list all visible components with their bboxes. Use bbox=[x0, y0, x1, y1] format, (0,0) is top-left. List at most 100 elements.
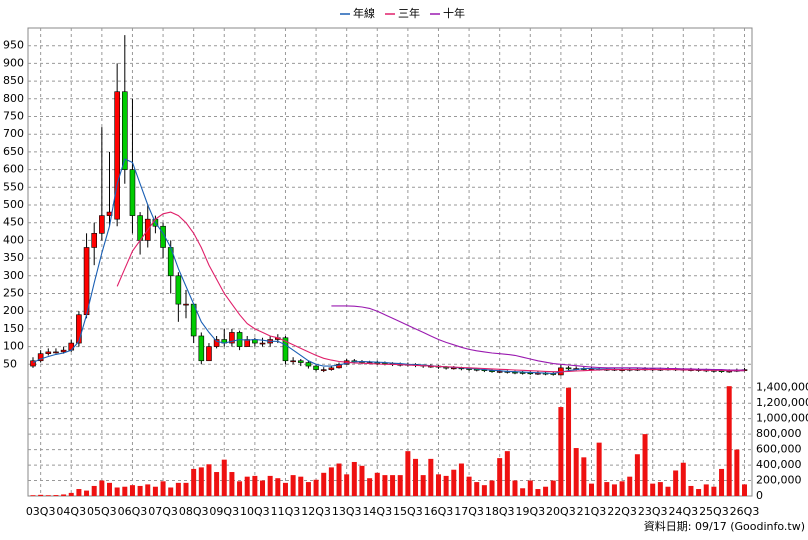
x-tick-label: 23Q3 bbox=[638, 505, 668, 518]
y2-tick-label: 800,000 bbox=[756, 427, 802, 440]
volume-bar bbox=[229, 472, 235, 496]
y-tick-label: 650 bbox=[3, 145, 24, 158]
y-tick-label: 450 bbox=[3, 216, 24, 229]
y2-tick-label: 0 bbox=[756, 489, 763, 502]
volume-bar bbox=[275, 478, 281, 496]
volume-bar bbox=[290, 475, 296, 496]
x-tick-label: 05Q3 bbox=[87, 505, 117, 518]
volume-bar bbox=[382, 475, 388, 496]
candle-body bbox=[30, 360, 36, 367]
x-tick-label: 15Q3 bbox=[393, 505, 423, 518]
volume-bar bbox=[198, 467, 204, 496]
x-tick-label: 21Q3 bbox=[577, 505, 607, 518]
candle-body bbox=[244, 339, 251, 347]
candle-body bbox=[297, 360, 304, 363]
legend-label: 年線 bbox=[353, 6, 375, 20]
candle-body bbox=[320, 369, 327, 371]
y-tick-label: 300 bbox=[3, 269, 24, 282]
volume-bar bbox=[634, 454, 640, 496]
volume-bar bbox=[527, 480, 533, 496]
volume-bar bbox=[742, 484, 747, 496]
volume-bar bbox=[413, 458, 419, 496]
volume-bar bbox=[221, 459, 227, 496]
x-tick-label: 14Q3 bbox=[362, 505, 392, 518]
candle-body bbox=[76, 314, 82, 344]
candle-body bbox=[37, 353, 44, 362]
candle-body bbox=[229, 332, 235, 344]
y2-tick-label: 400,000 bbox=[756, 458, 802, 471]
volume-bar bbox=[252, 475, 258, 496]
volume-bar bbox=[665, 486, 671, 496]
y-tick-label: 400 bbox=[3, 233, 24, 246]
volume-bar bbox=[61, 494, 67, 496]
volume-bar bbox=[237, 481, 243, 496]
candle-body bbox=[259, 342, 266, 345]
candle-body bbox=[198, 335, 205, 362]
candle-body bbox=[129, 169, 136, 216]
volume-bar bbox=[145, 484, 151, 496]
plot-frame bbox=[27, 27, 753, 497]
volume-bar bbox=[680, 462, 686, 496]
x-tick-label: 07Q3 bbox=[148, 505, 178, 518]
volume-bar bbox=[619, 481, 625, 496]
volume-bar bbox=[642, 434, 648, 496]
candle-body bbox=[114, 91, 120, 220]
volume-bar bbox=[45, 495, 51, 496]
volume-bar bbox=[175, 482, 181, 496]
candle-body bbox=[137, 215, 143, 241]
x-tick-label: 13Q3 bbox=[332, 505, 362, 518]
volume-bar bbox=[129, 485, 135, 496]
volume-bar bbox=[734, 449, 740, 496]
line-series bbox=[116, 211, 745, 373]
y-tick-label: 250 bbox=[3, 287, 24, 300]
volume-bar bbox=[726, 386, 732, 496]
volume-bar bbox=[657, 482, 663, 496]
x-tick-label: 16Q3 bbox=[424, 505, 454, 518]
volume-bar bbox=[367, 478, 373, 496]
y-tick-label: 950 bbox=[3, 39, 24, 52]
volume-bar bbox=[451, 469, 457, 496]
candle-body bbox=[99, 215, 105, 234]
volume-bar bbox=[512, 480, 518, 496]
x-tick-label: 19Q3 bbox=[515, 505, 545, 518]
candle-body bbox=[290, 360, 296, 363]
y-tick-label: 800 bbox=[3, 92, 24, 105]
volume-bar bbox=[152, 486, 158, 496]
volume-bar bbox=[719, 468, 725, 496]
x-tick-label: 04Q3 bbox=[56, 505, 86, 518]
candle-body bbox=[213, 339, 220, 347]
candle-body bbox=[45, 351, 52, 354]
volume-bar bbox=[214, 472, 220, 496]
volume-bar bbox=[420, 475, 426, 496]
y2-tick-label: 1,200,000 bbox=[756, 396, 808, 409]
x-tick-label: 17Q3 bbox=[454, 505, 484, 518]
volume-bar bbox=[53, 495, 59, 496]
volume-bar bbox=[374, 472, 380, 496]
volume-bar bbox=[122, 486, 128, 496]
volume-bar bbox=[267, 475, 273, 496]
x-tick-label: 12Q3 bbox=[301, 505, 331, 518]
volume-bar bbox=[390, 475, 396, 496]
y2-tick-label: 600,000 bbox=[756, 443, 802, 456]
volume-bar bbox=[313, 479, 319, 496]
volume-bar bbox=[397, 475, 403, 496]
y2-tick-label: 1,000,000 bbox=[756, 412, 808, 425]
volume-bar bbox=[711, 486, 717, 496]
y2-tick-label: 1,400,000 bbox=[756, 381, 808, 394]
volume-bar bbox=[298, 476, 304, 496]
footer: 資料日期: 09/17 (Goodinfo.tw) bbox=[644, 519, 805, 533]
x-tick-label: 24Q3 bbox=[668, 505, 698, 518]
volume-bar bbox=[481, 485, 487, 496]
volume-bar bbox=[550, 480, 556, 496]
x-tick-label: 09Q3 bbox=[209, 505, 239, 518]
volume-bar bbox=[474, 482, 480, 496]
volume-bar bbox=[91, 485, 97, 496]
x-tick-label: 20Q3 bbox=[546, 505, 576, 518]
x-tick-label: 08Q3 bbox=[179, 505, 209, 518]
candle-body bbox=[313, 365, 319, 370]
legend: 年線 三年 十年 bbox=[340, 6, 465, 20]
volume-bar bbox=[696, 489, 702, 496]
x-tick-label: 10Q3 bbox=[240, 505, 270, 518]
candle-body bbox=[282, 337, 289, 362]
